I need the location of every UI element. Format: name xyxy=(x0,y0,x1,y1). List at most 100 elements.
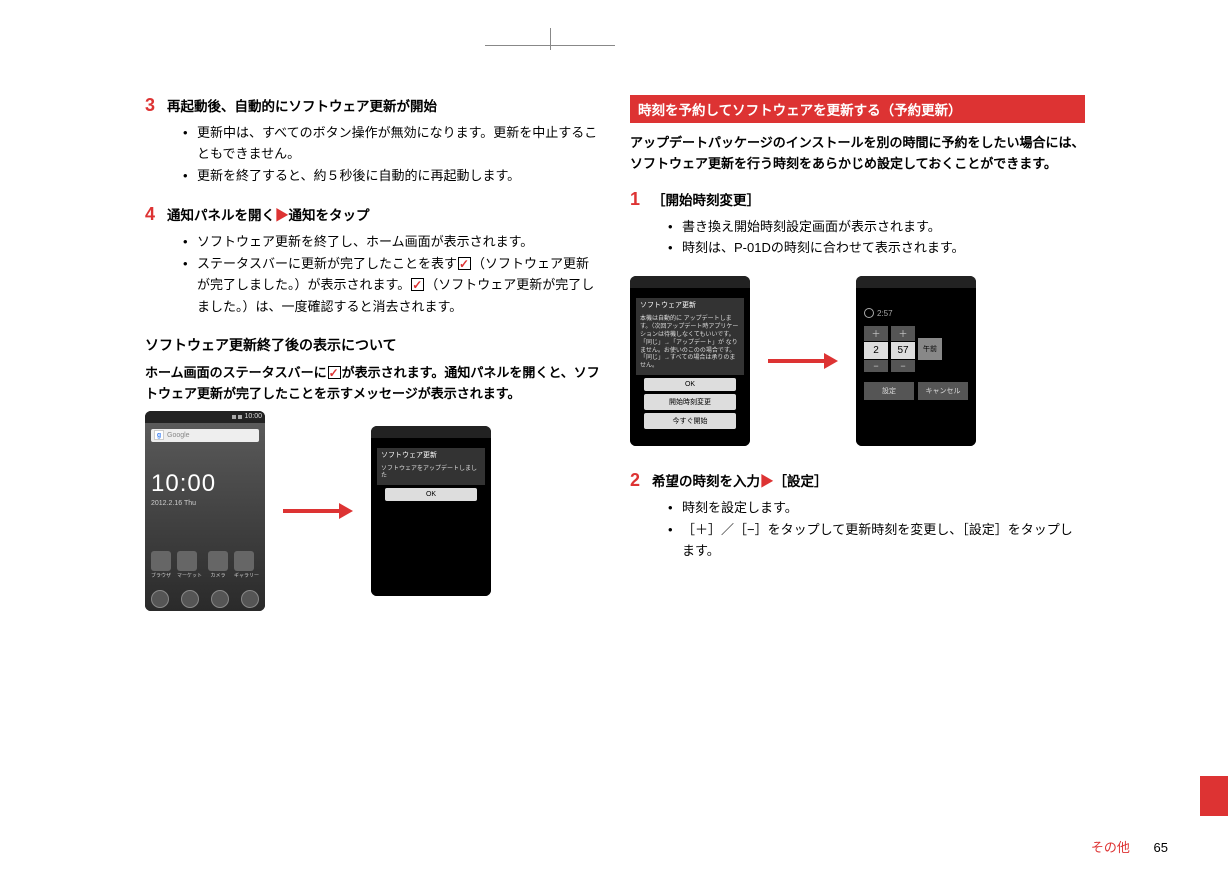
title-part: 希望の時刻を入力 xyxy=(652,474,760,489)
dialog-ok-button[interactable]: OK xyxy=(644,378,736,391)
step-1-header: 1 ［開始時刻変更］ xyxy=(630,189,1085,210)
arrow-icon xyxy=(283,506,353,516)
dialog-start-now-button[interactable]: 今すぐ開始 xyxy=(644,413,736,429)
arrow-icon xyxy=(768,356,838,366)
sub-heading: ソフトウェア更新終了後の表示について xyxy=(145,335,600,355)
dialog-message: ソフトウェアをアップデートしました xyxy=(377,462,485,486)
bold-paragraph: ホーム画面のステータスバーにが表示されます。通知パネルを開くと、ソフトウェア更新… xyxy=(145,363,600,405)
status-bar: 10:00 xyxy=(145,411,265,423)
dialog-body: ソフトウェア更新 ソフトウェアをアップデートしました OK xyxy=(371,438,491,596)
google-icon: g xyxy=(154,430,164,440)
phone-schedule-dialog: ソフトウェア更新 本機は自動的に アップデートします。（次回アップデート時アプリ… xyxy=(630,276,750,446)
time-picker-actions: 設定 キャンセル xyxy=(864,382,968,400)
crop-mark-v xyxy=(550,28,551,50)
check-icon xyxy=(458,257,471,270)
bullet-item: 書き換え開始時刻設定画面が表示されます。 xyxy=(668,216,1085,237)
step-4-header: 4 通知パネルを開く▶通知をタップ xyxy=(145,204,600,225)
search-placeholder: Google xyxy=(167,432,190,439)
bullet-item: 更新中は、すべてのボタン操作が無効になります。更新を中止することもできません。 xyxy=(183,122,600,165)
app-icons-row: ブラウザ マーケット カメラ ギャラリー xyxy=(151,551,259,579)
left-column: 3 再起動後、自動的にソフトウェア更新が開始 更新中は、すべてのボタン操作が無効… xyxy=(145,95,600,611)
dialog-body: ソフトウェア更新 本機は自動的に アップデートします。（次回アップデート時アプリ… xyxy=(630,288,750,446)
ampm-toggle[interactable]: 午前 xyxy=(918,338,942,360)
step-title: ［開始時刻変更］ xyxy=(652,189,760,209)
bullet-item: 更新を終了すると、約５秒後に自動的に再起動します。 xyxy=(183,165,600,186)
status-bar xyxy=(371,426,491,438)
crop-mark-h xyxy=(485,45,615,46)
minute-value[interactable]: 57 xyxy=(891,342,915,359)
search-bar[interactable]: g Google xyxy=(151,429,259,442)
hour-plus-button[interactable]: ＋ xyxy=(864,326,888,341)
app-icon[interactable]: ブラウザ xyxy=(151,551,171,579)
section-banner: 時刻を予約してソフトウェアを更新する（予約更新） xyxy=(630,95,1085,123)
cancel-button[interactable]: キャンセル xyxy=(918,382,968,400)
play-icon: ▶ xyxy=(275,208,289,223)
step-3-header: 3 再起動後、自動的にソフトウェア更新が開始 xyxy=(145,95,600,116)
step-1-bullets: 書き換え開始時刻設定画面が表示されます。 時刻は、P-01Dの時刻に合わせて表示… xyxy=(668,216,1085,259)
dialog-header: ソフトウェア更新 xyxy=(377,448,485,462)
time-picker-row: ＋ 2 − ＋ 57 − 午前 xyxy=(864,326,968,372)
step-title: 再起動後、自動的にソフトウェア更新が開始 xyxy=(167,95,437,115)
step-number: 2 xyxy=(630,470,652,491)
signal-icon xyxy=(238,415,242,419)
dialog-change-time-button[interactable]: 開始時刻変更 xyxy=(644,394,736,410)
dock-icon[interactable] xyxy=(211,590,229,608)
step-3-bullets: 更新中は、すべてのボタン操作が無効になります。更新を中止することもできません。 … xyxy=(183,122,600,186)
phone-dialog-screen: ソフトウェア更新 ソフトウェアをアップデートしました OK xyxy=(371,426,491,596)
minute-column: ＋ 57 − xyxy=(891,326,915,372)
phone-time-picker: 2:57 ＋ 2 − ＋ 57 − 午前 xyxy=(856,276,976,446)
bullet-item: ステータスバーに更新が完了したことを表す（ソフトウェア更新が完了しました。）が表… xyxy=(183,253,600,317)
bullet-item: ソフトウェア更新を終了し、ホーム画面が表示されます。 xyxy=(183,231,600,252)
bullet-item: 時刻を設定します。 xyxy=(668,497,1085,518)
title-part: 通知をタップ xyxy=(289,208,370,223)
time-picker-body: 2:57 ＋ 2 − ＋ 57 − 午前 xyxy=(856,288,976,446)
check-icon xyxy=(328,366,341,379)
dialog-ok-button[interactable]: OK xyxy=(385,488,477,501)
phone-home-screen: 10:00 g Google 10:00 2012.2.16 Thu ブラウザ … xyxy=(145,411,265,611)
app-icon[interactable]: マーケット xyxy=(177,551,202,579)
footer-page-number: 65 xyxy=(1154,840,1168,855)
step-2-bullets: 時刻を設定します。 ［＋］／［−］をタップして更新時刻を変更し、［設定］をタップ… xyxy=(668,497,1085,561)
text-part: ステータスバーに更新が完了したことを表す xyxy=(197,256,457,271)
hour-value[interactable]: 2 xyxy=(864,342,888,359)
footer-category: その他 xyxy=(1091,840,1130,855)
hour-minus-button[interactable]: − xyxy=(864,360,888,372)
app-icon[interactable]: カメラ xyxy=(208,551,228,579)
step-title: 通知パネルを開く▶通知をタップ xyxy=(167,204,370,224)
scheduled-time-label: 2:57 xyxy=(864,308,968,318)
clock-widget: 10:00 xyxy=(151,470,259,498)
step-number: 1 xyxy=(630,189,652,210)
minute-plus-button[interactable]: ＋ xyxy=(891,326,915,341)
step-number: 3 xyxy=(145,95,167,116)
dock-icon[interactable] xyxy=(181,590,199,608)
bullet-item: 時刻は、P-01Dの時刻に合わせて表示されます。 xyxy=(668,237,1085,258)
text-part: ホーム画面のステータスバーに xyxy=(145,365,327,380)
dock-icon[interactable] xyxy=(151,590,169,608)
app-icon[interactable]: ギャラリー xyxy=(234,551,259,579)
dock xyxy=(151,590,259,608)
phone-row-right: ソフトウェア更新 本機は自動的に アップデートします。（次回アップデート時アプリ… xyxy=(630,276,1085,446)
status-bar xyxy=(630,276,750,288)
dock-icon[interactable] xyxy=(241,590,259,608)
minute-minus-button[interactable]: − xyxy=(891,360,915,372)
intro-paragraph: アップデートパッケージのインストールを別の時間に予約をしたい場合には、ソフトウェ… xyxy=(630,133,1085,175)
step-2-header: 2 希望の時刻を入力▶［設定］ xyxy=(630,470,1085,491)
signal-icon xyxy=(232,415,236,419)
title-part: 通知パネルを開く xyxy=(167,208,275,223)
check-icon xyxy=(411,278,424,291)
set-button[interactable]: 設定 xyxy=(864,382,914,400)
step-4-bullets: ソフトウェア更新を終了し、ホーム画面が表示されます。 ステータスバーに更新が完了… xyxy=(183,231,600,317)
clock-date: 2012.2.16 Thu xyxy=(151,500,259,507)
hour-column: ＋ 2 − xyxy=(864,326,888,372)
status-bar xyxy=(856,276,976,288)
step-title: 希望の時刻を入力▶［設定］ xyxy=(652,470,828,490)
home-body: g Google 10:00 2012.2.16 Thu ブラウザ マーケット … xyxy=(145,423,265,611)
page-footer: その他 65 xyxy=(1091,837,1168,856)
phone-row-left: 10:00 g Google 10:00 2012.2.16 Thu ブラウザ … xyxy=(145,411,600,611)
page-tab-edge xyxy=(1200,776,1228,816)
step-number: 4 xyxy=(145,204,167,225)
status-time: 10:00 xyxy=(244,413,262,420)
right-column: 時刻を予約してソフトウェアを更新する（予約更新） アップデートパッケージのインス… xyxy=(630,95,1085,611)
dialog-header: ソフトウェア更新 xyxy=(636,298,744,312)
title-part: ［設定］ xyxy=(774,474,828,489)
